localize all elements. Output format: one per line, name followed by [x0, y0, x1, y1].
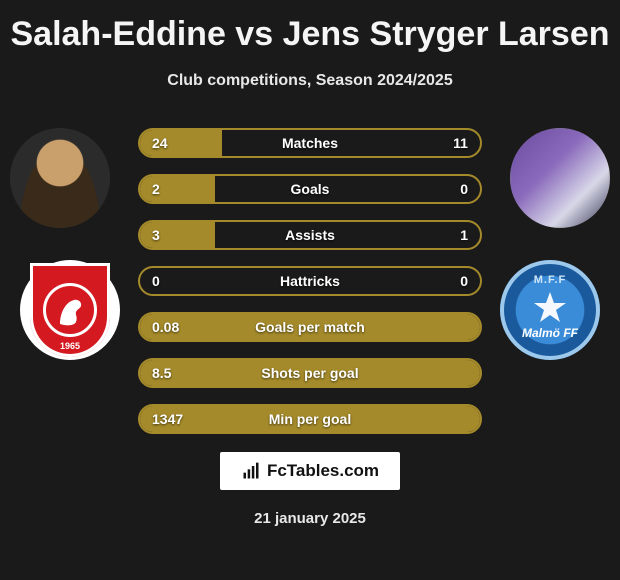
- stat-label: Matches: [140, 135, 480, 151]
- chart-icon: [241, 461, 261, 481]
- club-right-logo: M.F.F Malmö FF: [500, 260, 600, 360]
- stat-label: Assists: [140, 227, 480, 243]
- stat-value-right: 1: [448, 227, 480, 243]
- stat-value-left: 24: [140, 135, 180, 151]
- stat-row-assists: 3 Assists 1: [138, 220, 482, 250]
- stat-value-left: 1347: [140, 411, 195, 427]
- club-right-abbrev: M.F.F: [500, 274, 600, 286]
- stat-value-right: 0: [448, 273, 480, 289]
- malmo-badge-icon: M.F.F Malmö FF: [500, 260, 600, 360]
- stat-row-shots-per-goal: 8.5 Shots per goal: [138, 358, 482, 388]
- stat-value-left: 0.08: [140, 319, 191, 335]
- brand-logo[interactable]: FcTables.com: [220, 452, 400, 490]
- stat-label: Hattricks: [140, 273, 480, 289]
- stat-row-matches: 24 Matches 11: [138, 128, 482, 158]
- stat-row-goals-per-match: 0.08 Goals per match: [138, 312, 482, 342]
- stat-row-hattricks: 0 Hattricks 0: [138, 266, 482, 296]
- stat-value-left: 3: [140, 227, 172, 243]
- stat-value-left: 8.5: [140, 365, 183, 381]
- stat-row-min-per-goal: 1347 Min per goal: [138, 404, 482, 434]
- stat-row-goals: 2 Goals 0: [138, 174, 482, 204]
- stat-value-right: 11: [441, 135, 480, 151]
- stat-label: Goals: [140, 181, 480, 197]
- date-label: 21 january 2025: [0, 510, 620, 527]
- player-left-avatar: [10, 128, 110, 228]
- stat-value-left: 0: [140, 273, 172, 289]
- person-icon: [10, 128, 110, 228]
- star-icon: [528, 286, 572, 330]
- club-left-logo: 1965: [20, 260, 120, 360]
- stat-label: Shots per goal: [140, 365, 480, 381]
- twente-shield-icon: 1965: [30, 263, 110, 357]
- subtitle: Club competitions, Season 2024/2025: [0, 72, 620, 90]
- blurred-photo: [510, 128, 610, 228]
- club-left-year: 1965: [30, 341, 110, 351]
- comparison-card: Salah-Eddine vs Jens Stryger Larsen Club…: [0, 0, 620, 580]
- stat-value-left: 2: [140, 181, 172, 197]
- brand-text: FcTables.com: [267, 461, 379, 481]
- club-right-name: Malmö FF: [500, 326, 600, 340]
- horse-icon: [54, 292, 92, 330]
- player-right-avatar: [510, 128, 610, 228]
- page-title: Salah-Eddine vs Jens Stryger Larsen: [0, 15, 620, 54]
- stats-area: 1965 M.F.F Malmö FF 24 Matches 11: [0, 128, 620, 434]
- stat-value-right: 0: [448, 181, 480, 197]
- stat-rows: 24 Matches 11 2 Goals 0 3 Assists 1: [138, 128, 482, 434]
